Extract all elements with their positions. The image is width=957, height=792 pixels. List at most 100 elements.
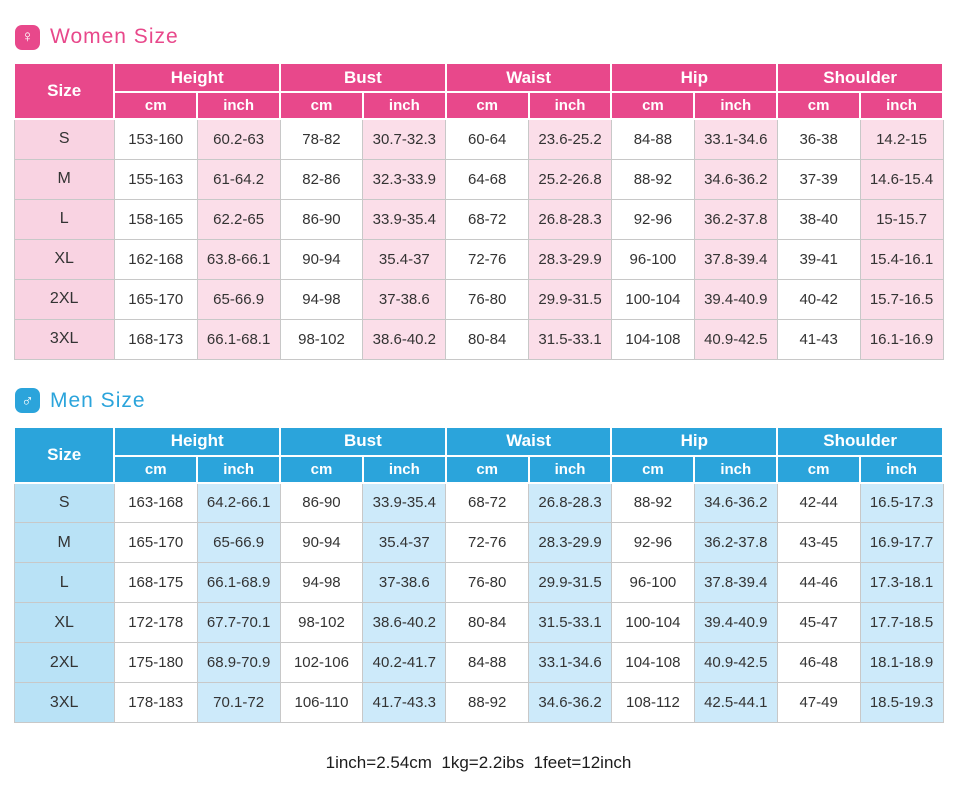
- measurement-cell: 92-96: [610, 522, 695, 563]
- measurement-cell: 100-104: [610, 278, 695, 320]
- unit-header-height-inch: inch: [196, 454, 282, 484]
- measurement-cell: 18.1-18.9: [859, 642, 944, 683]
- measurement-cell: 30.7-32.3: [362, 118, 447, 160]
- men-size-title: ♂ Men Size: [15, 386, 944, 416]
- measurement-cell: 17.3-18.1: [859, 562, 944, 603]
- measurement-cell: 18.5-19.3: [859, 682, 944, 723]
- measurement-cell: 35.4-37: [362, 522, 447, 563]
- measurement-cell: 80-84: [445, 318, 530, 360]
- measurement-cell: 155-163: [113, 158, 198, 200]
- size-cell: XL: [13, 238, 115, 280]
- measurement-cell: 28.3-29.9: [528, 522, 612, 563]
- measurement-cell: 31.5-33.1: [528, 602, 612, 643]
- measurement-cell: 38.6-40.2: [362, 602, 447, 643]
- measurement-cell: 36-38: [776, 118, 861, 160]
- measurement-cell: 33.9-35.4: [362, 482, 447, 523]
- measurement-cell: 26.8-28.3: [528, 198, 612, 240]
- measurement-cell: 82-86: [279, 158, 364, 200]
- measurement-cell: 26.8-28.3: [528, 482, 612, 523]
- unit-header-bust-cm: cm: [279, 91, 364, 120]
- measurement-cell: 15.7-16.5: [859, 278, 944, 320]
- measurement-cell: 80-84: [445, 602, 530, 643]
- measurement-cell: 31.5-33.1: [528, 318, 612, 360]
- measurement-cell: 92-96: [610, 198, 695, 240]
- group-header-bust: Bust: [279, 62, 447, 93]
- measurement-cell: 46-48: [776, 642, 861, 683]
- measurement-cell: 40.9-42.5: [693, 318, 778, 360]
- measurement-cell: 96-100: [610, 562, 695, 603]
- measurement-cell: 42.5-44.1: [693, 682, 778, 723]
- measurement-cell: 41-43: [776, 318, 861, 360]
- size-cell: 3XL: [13, 682, 115, 723]
- table-row-3xl: 3XL 168-173 66.1-68.1 98-102 38.6-40.2 80-84 3…: [13, 318, 944, 360]
- measurement-cell: 94-98: [279, 562, 364, 603]
- table-row-xl: XL 172-178 67.7-70.1 98-102 38.6-40.2 80-84 31…: [13, 602, 944, 643]
- female-icon: ♀: [15, 24, 40, 50]
- measurement-cell: 25.2-26.8: [528, 158, 612, 200]
- unit-header-height-cm: cm: [113, 91, 199, 120]
- measurement-cell: 68-72: [445, 198, 530, 240]
- measurement-cell: 63.8-66.1: [196, 238, 281, 280]
- group-header-hip: Hip: [610, 425, 779, 457]
- group-header-shoulder: Shoulder: [776, 62, 944, 93]
- measurement-cell: 67.7-70.1: [196, 602, 281, 643]
- table-row-l: L 158-165 62.2-65 86-90 33.9-35.4 68-72 26.8-2…: [13, 198, 944, 240]
- measurement-cell: 78-82: [279, 118, 364, 160]
- measurement-cell: 162-168: [113, 238, 198, 280]
- measurement-cell: 33.1-34.6: [528, 642, 612, 683]
- table-row-2xl: 2XL 175-180 68.9-70.9 102-106 40.2-41.7 84-88…: [13, 642, 944, 683]
- measurement-cell: 68-72: [445, 482, 530, 523]
- measurement-cell: 29.9-31.5: [528, 562, 612, 603]
- unit-header-shoulder-cm: cm: [776, 454, 862, 484]
- unit-header-height-cm: cm: [113, 454, 199, 484]
- measurement-cell: 33.1-34.6: [693, 118, 778, 160]
- size-cell: XL: [13, 602, 115, 643]
- measurement-cell: 61-64.2: [196, 158, 281, 200]
- size-cell: M: [13, 158, 115, 200]
- measurement-cell: 39.4-40.9: [693, 602, 778, 643]
- table-row-m: M 155-163 61-64.2 82-86 32.3-33.9 64-68 25.2-2…: [13, 158, 944, 200]
- group-header-waist: Waist: [444, 425, 613, 457]
- men-size-table: Size Height Bust Waist Hip Shoulder cm inch cm in…: [12, 425, 944, 723]
- group-header-row: Size Height Bust Waist Hip Shoulder: [12, 425, 944, 484]
- unit-header-shoulder-inch: inch: [859, 454, 944, 484]
- male-icon: ♂: [15, 388, 40, 413]
- measurement-cell: 43-45: [776, 522, 861, 563]
- unit-header-row: cm inch cm inch cm inch cm inch cm inch: [14, 91, 944, 120]
- measurement-cell: 35.4-37: [362, 238, 447, 280]
- unit-header-hip-inch: inch: [693, 454, 779, 484]
- measurement-cell: 42-44: [776, 482, 861, 523]
- unit-header-row: cm inch cm inch cm inch cm inch cm inch: [14, 454, 944, 484]
- measurement-cell: 60.2-63: [196, 118, 281, 160]
- measurement-cell: 84-88: [610, 118, 695, 160]
- measurement-cell: 96-100: [610, 238, 695, 280]
- measurement-cell: 165-170: [113, 522, 198, 563]
- measurement-cell: 44-46: [776, 562, 861, 603]
- measurement-cell: 37.8-39.4: [693, 562, 778, 603]
- measurement-cell: 14.2-15: [859, 118, 944, 160]
- group-header-height: Height: [113, 62, 282, 93]
- measurement-cell: 90-94: [279, 522, 364, 563]
- group-header-shoulder: Shoulder: [776, 425, 944, 457]
- size-cell: L: [13, 198, 115, 240]
- unit-header-bust-inch: inch: [361, 454, 447, 484]
- measurement-cell: 34.6-36.2: [693, 158, 778, 200]
- table-row-3xl: 3XL 178-183 70.1-72 106-110 41.7-43.3 88-92 34…: [13, 682, 944, 723]
- measurement-cell: 37.8-39.4: [693, 238, 778, 280]
- size-column-header: Size: [12, 62, 116, 120]
- unit-header-waist-inch: inch: [527, 91, 613, 120]
- measurement-cell: 88-92: [610, 158, 695, 200]
- men-size-title-text: Men Size: [50, 388, 146, 412]
- unit-header-waist-cm: cm: [444, 91, 530, 120]
- measurement-cell: 88-92: [445, 682, 530, 723]
- measurement-cell: 62.2-65: [196, 198, 281, 240]
- measurement-cell: 168-175: [113, 562, 198, 603]
- unit-header-shoulder-inch: inch: [859, 91, 944, 120]
- measurement-cell: 40-42: [776, 278, 861, 320]
- size-cell: 2XL: [13, 278, 115, 320]
- measurement-cell: 88-92: [610, 482, 695, 523]
- measurement-cell: 39.4-40.9: [693, 278, 778, 320]
- measurement-cell: 153-160: [113, 118, 198, 160]
- measurement-cell: 17.7-18.5: [859, 602, 944, 643]
- measurement-cell: 72-76: [445, 238, 530, 280]
